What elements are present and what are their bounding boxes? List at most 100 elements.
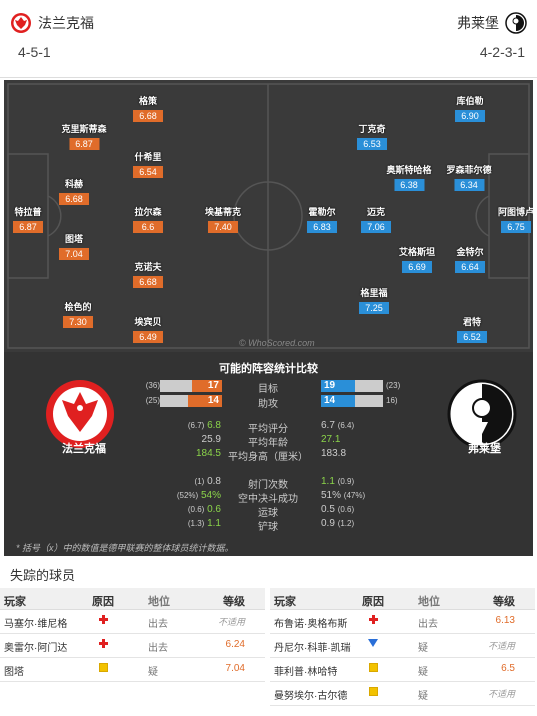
away-team-name[interactable]: 弗莱堡: [457, 15, 499, 31]
away-player[interactable]: 格里福 7.25: [359, 286, 389, 314]
assists-home-total: (25): [145, 396, 160, 405]
home-team[interactable]: 法兰克福: [10, 12, 94, 34]
home-player[interactable]: 科赫 6.68: [59, 177, 89, 205]
stat-away: 0.9 (1.2): [321, 518, 354, 529]
player-rating: 7.40: [207, 221, 238, 233]
away-player[interactable]: 君特 6.52: [457, 315, 487, 343]
player-name[interactable]: 科赫: [64, 179, 83, 189]
player-name[interactable]: 金特尔: [456, 247, 484, 257]
player-name[interactable]: 克诺夫: [134, 262, 162, 272]
missing-player-name[interactable]: 奥雷尔·阿门达: [4, 643, 68, 654]
missing-player-name[interactable]: 马塞尔·维尼格: [4, 619, 68, 630]
player-name[interactable]: 桧色的: [64, 302, 92, 312]
home-player[interactable]: 拉尔森 6.6: [133, 205, 163, 233]
stat-away-league: (0.6): [337, 505, 355, 514]
missing-reason: [358, 663, 388, 675]
away-team[interactable]: 弗莱堡: [457, 12, 527, 34]
player-name[interactable]: 埃宾贝: [134, 317, 162, 327]
stat-away-value: 6.7: [321, 420, 335, 431]
player-name[interactable]: 格里福: [360, 288, 388, 298]
home-player[interactable]: 克里斯蒂森 6.87: [61, 122, 107, 150]
watermark: © WhoScored.com: [239, 338, 315, 348]
home-player[interactable]: 埃宾贝 6.49: [133, 315, 163, 343]
home-player[interactable]: 桧色的 7.30: [63, 300, 93, 328]
home-player[interactable]: 埃基蒂克 7.40: [205, 205, 241, 233]
away-player[interactable]: 金特尔 6.64: [455, 245, 485, 273]
player-rating: 6.52: [457, 331, 487, 343]
player-name[interactable]: 阿图博卢: [497, 207, 533, 217]
stats-home-name: 法兰克福: [62, 443, 106, 455]
player-name[interactable]: 格策: [138, 96, 157, 106]
player-name[interactable]: 霍勒尔: [308, 207, 336, 217]
freiburg-large-crest-icon: [447, 379, 517, 449]
stat-row: (52%) 54% 空中决斗成功 51% (47%): [4, 490, 533, 505]
stat-home-value: 184.5: [195, 448, 221, 459]
player-name[interactable]: 丁克奇: [358, 124, 386, 134]
injury-icon: [368, 615, 378, 624]
assists-away-bar-fill: [321, 395, 356, 407]
stat-label: 空中决斗成功: [238, 494, 298, 505]
home-player[interactable]: 特拉普 6.87: [13, 205, 43, 233]
player-name[interactable]: 艾格斯坦: [398, 247, 436, 257]
missing-status: 出去: [148, 619, 168, 630]
away-player[interactable]: 罗森菲尔德 6.34: [446, 163, 492, 191]
player-name[interactable]: 特拉普: [14, 207, 42, 217]
home-player[interactable]: 图塔 7.04: [59, 232, 89, 260]
missing-reason: [358, 639, 388, 650]
home-player[interactable]: 格策 6.68: [133, 94, 163, 122]
away-player[interactable]: 艾格斯坦 6.69: [399, 245, 435, 273]
player-name[interactable]: 罗森菲尔德: [446, 165, 492, 175]
stat-row: 25.9 平均年龄 27.1: [4, 434, 533, 449]
missing-player-name[interactable]: 丹尼尔·科菲·凯瑞: [274, 643, 351, 654]
player-name[interactable]: 迈克: [366, 207, 385, 217]
stat-away-value: 1.1: [321, 476, 335, 487]
player-name[interactable]: 拉尔森: [134, 207, 162, 217]
player-name[interactable]: 奥斯特哈格: [386, 165, 432, 175]
missing-player-name[interactable]: 菲利普·林哈特: [274, 667, 338, 678]
goals-away-bar-fill: [321, 380, 356, 392]
missing-reason: [358, 687, 388, 699]
lineup-stats-panel: 可能的阵容统计比较 法兰克福 弗莱堡 (36) 17 目标 19 (23) (2…: [4, 352, 533, 556]
home-missing-table: 玩家 原因 地位 等级 马塞尔·维尼格 出去 不适用 奥雷尔·阿门达 出去 6.24 图塔疑…: [0, 588, 265, 682]
injury-icon: [98, 639, 108, 648]
player-rating: 6.83: [307, 221, 337, 233]
stat-away: 183.8: [321, 448, 346, 459]
missing-player-name[interactable]: 曼努埃尔·古尔德: [274, 691, 348, 702]
stat-away-league: (47%): [343, 491, 366, 500]
player-name[interactable]: 图塔: [64, 234, 83, 244]
missing-rating: 不适用: [487, 641, 515, 651]
stat-home: (6.7) 6.8: [188, 420, 221, 431]
col-reason: 原因: [362, 596, 384, 608]
missing-player-name[interactable]: 图塔: [4, 667, 24, 678]
away-player[interactable]: 库伯勒 6.90: [455, 94, 485, 122]
assists-home-bar: 14: [160, 395, 222, 407]
player-name[interactable]: 君特: [462, 317, 481, 327]
player-rating: 6.6: [133, 221, 163, 233]
stat-home-value: 1.1: [207, 518, 221, 529]
away-player[interactable]: 迈克 7.06: [361, 205, 391, 233]
player-name[interactable]: 埃基蒂克: [204, 207, 242, 217]
player-name[interactable]: 库伯勒: [456, 96, 484, 106]
player-rating: 6.75: [500, 221, 531, 233]
yellow-card-icon: [98, 663, 108, 672]
away-player[interactable]: 霍勒尔 6.83: [307, 205, 337, 233]
missing-player-name[interactable]: 布鲁诺·奥格布斯: [274, 619, 348, 630]
away-player[interactable]: 阿图博卢 6.75: [498, 205, 533, 233]
player-name[interactable]: 什希里: [134, 152, 162, 162]
away-player[interactable]: 奥斯特哈格 6.38: [386, 163, 432, 191]
missing-reason: [88, 663, 118, 675]
freiburg-crest-icon: [505, 12, 527, 34]
player-rating: 6.68: [133, 276, 163, 288]
stat-home-league: (52%): [176, 491, 199, 500]
player-rating: 6.87: [68, 138, 99, 150]
missing-player-row: 布鲁诺·奥格布斯 出去 6.13: [270, 610, 535, 634]
player-rating: 7.30: [63, 316, 93, 328]
home-player[interactable]: 克诺夫 6.68: [133, 260, 163, 288]
goals-away-total: (23): [386, 381, 401, 390]
stat-home: 184.5: [196, 448, 221, 459]
col-player: 玩家: [274, 596, 296, 608]
home-player[interactable]: 什希里 6.54: [133, 150, 163, 178]
away-player[interactable]: 丁克奇 6.53: [357, 122, 387, 150]
home-team-name[interactable]: 法兰克福: [38, 15, 94, 31]
player-name[interactable]: 克里斯蒂森: [61, 124, 107, 134]
